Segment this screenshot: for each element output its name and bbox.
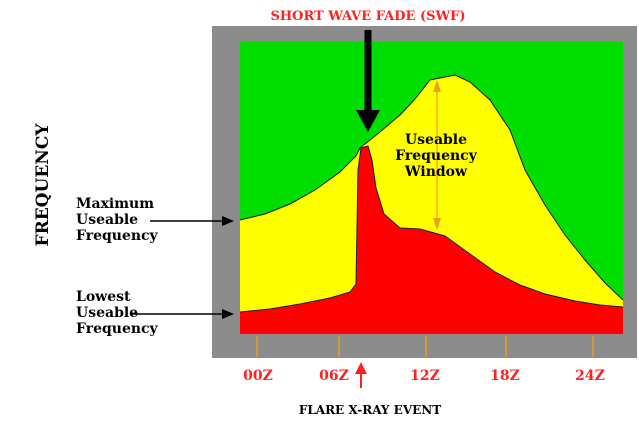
luf-label-line: Lowest (76, 289, 131, 305)
tick-label: 18Z (490, 368, 520, 384)
muf-arrow-icon (222, 216, 234, 226)
window-label-line: Window (404, 164, 468, 180)
window-arrow-down-icon (433, 218, 441, 230)
tick-label: 00Z (243, 368, 273, 384)
muf-label-line: Useable (76, 212, 138, 228)
diagram-title: SHORT WAVE FADE (SWF) (271, 9, 466, 24)
absorbed-region (240, 146, 623, 334)
luf-label-line: Frequency (76, 321, 159, 337)
window-label-line: Frequency (395, 148, 478, 164)
luf-curve (239, 145, 624, 313)
y-axis-label: FREQUENCY (33, 123, 53, 247)
tick-label: 24Z (575, 368, 605, 384)
luf-label-line: Useable (76, 305, 138, 321)
muf-curve (239, 74, 624, 301)
muf-label: Maximum Useable Frequency (76, 196, 159, 244)
flare-caption: FLARE X-RAY EVENT (299, 403, 441, 417)
muf-label-line: Frequency (76, 228, 159, 244)
window-arrow-up-icon (433, 80, 441, 92)
swf-arrow-icon (356, 110, 380, 132)
time-ticks (256, 336, 594, 357)
window-label-line: Useable (405, 132, 467, 148)
window-label: Useable Frequency Window (395, 132, 478, 180)
tick-label: 06Z (319, 368, 349, 384)
useable-window-region (240, 75, 623, 334)
luf-label: Lowest Useable Frequency (76, 289, 159, 337)
tick-label: 12Z (410, 368, 440, 384)
luf-arrow-icon (222, 309, 234, 319)
muf-label-line: Maximum (76, 196, 154, 212)
flare-arrow-icon (355, 362, 367, 374)
